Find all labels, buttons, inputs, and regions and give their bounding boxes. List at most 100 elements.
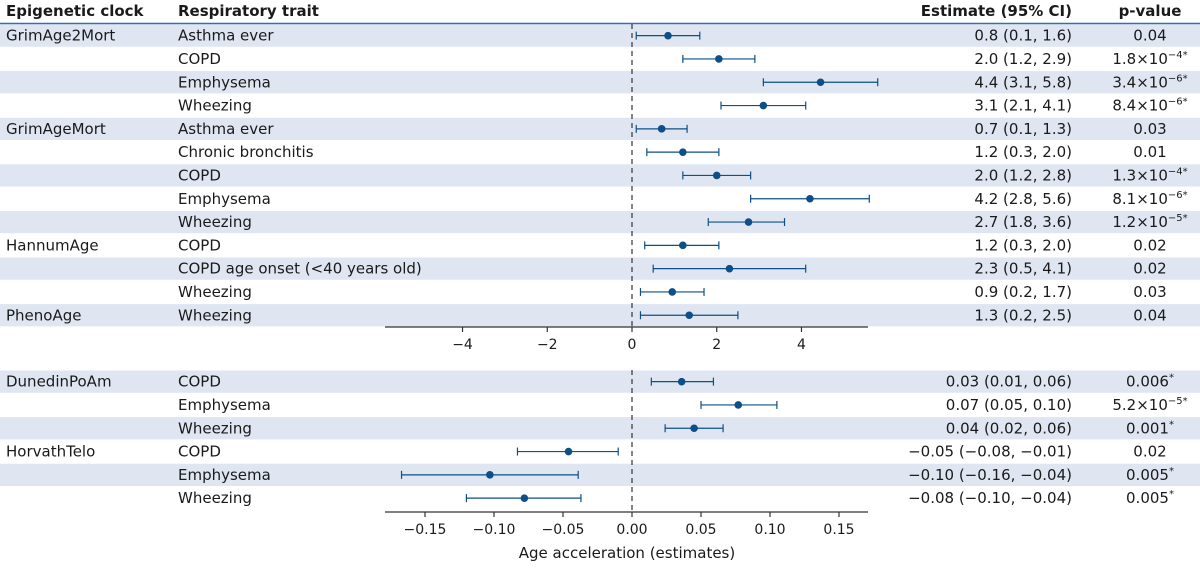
p-value-superscript: −6* — [1168, 97, 1188, 108]
x-tick-label: 0 — [628, 337, 637, 353]
clock-label: HorvathTelo — [6, 443, 95, 461]
p-value: 0.02 — [1133, 443, 1166, 461]
estimate-ci: 0.8 (0.1, 1.6) — [974, 27, 1072, 45]
row-band — [0, 417, 1200, 440]
estimate-point — [734, 401, 743, 409]
p-value-base: 0.03 — [1133, 283, 1166, 301]
plot-marks — [400, 31, 879, 503]
x-tick-label: 0.10 — [754, 522, 785, 538]
trait-label: Wheezing — [178, 419, 252, 437]
estimate-point — [685, 311, 693, 320]
x-tick-label: 0.05 — [685, 522, 716, 538]
p-value: 0.04 — [1133, 27, 1166, 45]
estimate-point — [744, 218, 753, 226]
p-value: 1.3×10−4* — [1112, 166, 1187, 184]
x-tick-label: 4 — [797, 337, 806, 353]
estimate-ci: 0.04 (0.02, 0.06) — [946, 419, 1072, 437]
p-value-base: 8.1×10 — [1112, 190, 1168, 208]
estimate-ci: −0.10 (−0.16, −0.04) — [908, 466, 1072, 484]
x-tick-label: −0.10 — [473, 522, 516, 538]
x-tick-label: −4 — [452, 337, 473, 353]
p-value: 5.2×10−5* — [1112, 396, 1187, 414]
p-value-base: 0.04 — [1133, 27, 1166, 45]
p-value-base: 0.005 — [1126, 489, 1169, 507]
p-value-base: 8.4×10 — [1112, 97, 1168, 115]
estimate-point — [677, 377, 686, 386]
estimate-ci: 0.9 (0.2, 1.7) — [974, 283, 1072, 301]
estimate-point — [664, 31, 672, 40]
x-axis-label: Age acceleration (estimates) — [519, 544, 735, 562]
p-value-base: 0.01 — [1133, 143, 1166, 161]
p-value-superscript: −4* — [1168, 166, 1188, 177]
row-band — [0, 304, 1200, 327]
trait-label: COPD — [178, 373, 221, 391]
p-value-superscript: −5* — [1168, 213, 1188, 224]
estimate-ci: 1.2 (0.3, 2.0) — [974, 236, 1072, 254]
x-tick-label: 0.00 — [616, 522, 647, 538]
p-value: 0.03 — [1133, 283, 1166, 301]
estimate-point — [759, 101, 768, 110]
p-value: 0.04 — [1133, 306, 1166, 324]
trait-label: Chronic bronchitis — [178, 143, 314, 161]
trait-label: COPD age onset (<40 years old) — [178, 260, 422, 278]
clock-label: PhenoAge — [6, 306, 81, 324]
estimate-ci: 2.0 (1.2, 2.9) — [974, 50, 1072, 68]
header-respiratory-trait: Respiratory trait — [178, 2, 319, 20]
estimate-point — [679, 241, 687, 250]
row-band — [0, 257, 1200, 280]
row-bands — [0, 24, 1200, 486]
trait-label: Wheezing — [178, 213, 252, 231]
header-estimate: Estimate (95% CI) — [921, 2, 1072, 20]
p-value-superscript: −6* — [1168, 190, 1188, 201]
p-value-base: 1.3×10 — [1112, 166, 1168, 184]
x-tick-label: −2 — [537, 337, 558, 353]
estimate-point — [520, 494, 529, 502]
p-value: 0.006* — [1126, 373, 1174, 391]
estimate-point — [564, 447, 573, 456]
p-value: 0.02 — [1133, 260, 1166, 278]
estimate-ci: 4.2 (2.8, 5.6) — [974, 190, 1072, 208]
trait-label: COPD — [178, 236, 221, 254]
p-value: 3.4×10−6* — [1112, 73, 1187, 91]
p-value: 0.03 — [1133, 120, 1166, 138]
p-value-base: 0.006 — [1126, 373, 1169, 391]
estimate-point — [715, 55, 723, 63]
estimate-ci: −0.05 (−0.08, −0.01) — [908, 443, 1072, 461]
x-tick-label: 2 — [712, 337, 721, 353]
clock-label: GrimAgeMort — [6, 120, 106, 138]
clock-label: GrimAge2Mort — [6, 27, 115, 45]
p-value: 0.02 — [1133, 236, 1166, 254]
p-value-base: 0.001 — [1126, 419, 1169, 437]
x-tick-label: −0.15 — [404, 522, 447, 538]
row-band — [0, 117, 1200, 140]
p-value-base: 0.02 — [1133, 260, 1166, 278]
p-value-base: 0.03 — [1133, 120, 1166, 138]
p-value: 8.4×10−6* — [1112, 97, 1187, 115]
p-value: 0.005* — [1126, 489, 1174, 507]
x-tick-label: 0.15 — [823, 522, 854, 538]
p-value-superscript: −5* — [1168, 396, 1188, 407]
p-value-superscript: * — [1169, 373, 1174, 384]
p-value: 0.01 — [1133, 143, 1166, 161]
p-value-base: 0.02 — [1133, 236, 1166, 254]
table-rows: GrimAge2Mort Asthma ever 0.8 (0.1, 1.6) 0.0… — [6, 27, 1188, 507]
trait-label: Wheezing — [178, 97, 252, 115]
estimate-ci: 1.3 (0.2, 2.5) — [974, 306, 1072, 324]
estimate-ci: 2.7 (1.8, 3.6) — [974, 213, 1072, 231]
estimate-ci: 2.0 (1.2, 2.8) — [974, 166, 1072, 184]
trait-label: Emphysema — [178, 190, 271, 208]
row-band — [0, 164, 1200, 187]
p-value-superscript: −6* — [1168, 73, 1188, 84]
header-epigenetic-clock: Epigenetic clock — [6, 2, 145, 20]
trait-label: Asthma ever — [178, 120, 274, 138]
plot-axes: −4 −2 0 2 4 −0.15 −0.10 −0.05 0.00 0.05 0.10 0.15 — [385, 24, 868, 538]
p-value: 0.005* — [1126, 466, 1174, 484]
p-value-superscript: * — [1169, 489, 1174, 500]
estimate-point — [679, 148, 687, 156]
p-value-base: 0.02 — [1133, 443, 1166, 461]
header-p-value: p-value — [1119, 2, 1182, 20]
row-band — [0, 71, 1200, 94]
p-value-base: 1.8×10 — [1112, 50, 1168, 68]
trait-label: COPD — [178, 443, 221, 461]
